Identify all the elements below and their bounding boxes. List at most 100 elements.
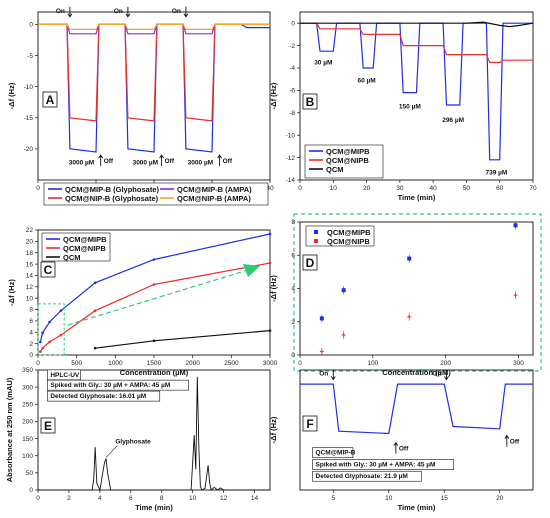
data-point: [59, 309, 63, 312]
data-point: [93, 281, 97, 285]
y-tick-label: 350: [22, 367, 33, 374]
y-axis-label: -Δf (Hz): [7, 279, 16, 306]
x-tick-label: 20: [496, 495, 504, 502]
y-tick-label: 22: [26, 227, 34, 234]
concentration-label: 3000 µM: [133, 159, 158, 166]
x-tick-label: 40: [266, 185, 274, 192]
data-point: [41, 331, 44, 335]
x-tick-label: 2: [67, 495, 71, 502]
data-point: [93, 346, 97, 350]
y-tick-label: -12: [286, 155, 296, 162]
y-tick-label: -10: [24, 84, 34, 91]
legend-entry: QCM: [63, 253, 81, 262]
x-axis-label: Concentration (µM): [120, 368, 189, 377]
info-box: [47, 379, 189, 391]
panel-B: 0 10 20 30 40 50 60 70 0 -2 -4 -6 -8 -10 -12 -14 Time (m…: [269, 11, 537, 202]
legend-entry: QCM@NIPB: [63, 244, 106, 253]
zoom-frame: [293, 213, 542, 372]
y-tick-label: -8: [289, 110, 295, 117]
x-tick-label: 6: [129, 495, 133, 502]
series-line: [38, 376, 270, 492]
down-arrow: [444, 369, 449, 381]
info-text: HPLC-UV: [50, 372, 80, 379]
y-axis-label: -Δf (Hz): [269, 416, 278, 443]
x-tick-label: 0: [298, 185, 302, 192]
data-point: [59, 333, 63, 337]
y-tick-label: 150: [22, 436, 33, 443]
y-tick-label: 8: [291, 219, 295, 226]
y-tick-label: 20: [26, 239, 34, 246]
series-line: [38, 23, 270, 122]
zoom-arrowhead: [243, 264, 260, 277]
panel-label: B: [306, 95, 315, 109]
panel-label-box: [302, 93, 318, 110]
x-axis-label: Time (min): [398, 193, 436, 202]
y-tick-label: -6: [289, 88, 295, 95]
y-tick-label: 6: [291, 252, 295, 259]
y-tick-label: -15: [24, 115, 34, 122]
data-point: [48, 340, 51, 344]
data-point: [152, 258, 156, 261]
y-tick-label: -5: [27, 53, 33, 60]
y-tick-label: 2: [29, 341, 33, 348]
zoom-region: [37, 303, 65, 356]
data-point: [48, 320, 51, 324]
y-tick-label: 10: [26, 295, 34, 302]
y-tick-label: -20: [24, 146, 34, 153]
x-tick-label: 10: [385, 495, 393, 502]
info-box: [47, 390, 161, 402]
concentration-label: 3000 µM: [69, 159, 94, 166]
data-point: [268, 232, 272, 236]
up-arrow: [217, 154, 222, 167]
x-tick-label: 0: [36, 185, 40, 192]
up-arrow: [98, 154, 104, 167]
zoom-arrow: [67, 269, 249, 326]
on-marker: On: [56, 8, 65, 15]
panel-label: A: [46, 93, 55, 107]
y-tick-label: -2: [289, 43, 295, 50]
x-tick-label: 60: [496, 185, 504, 192]
x-axis-label: Time (min): [398, 503, 436, 512]
up-arrow: [393, 441, 399, 454]
info-text: Spiked with Gly.: 30 µM + AMPA: 45 µM: [50, 382, 170, 389]
info-box: [312, 470, 422, 482]
y-tick-label: 100: [22, 453, 33, 460]
on-marker: On: [114, 8, 123, 15]
panel-C: 0 500 1000 1500 2000 2500 3000 0 2 4 6 8 10 12 14 16 18 2…: [7, 227, 278, 377]
y-tick-label: 0: [29, 352, 33, 359]
legend-entry: QCM@MIPB: [327, 228, 371, 237]
x-tick-label: 0: [298, 360, 302, 367]
x-tick-label: 12: [220, 495, 228, 502]
plot-frame: [299, 11, 534, 181]
data-point: [39, 340, 42, 344]
series-line: [300, 22, 533, 161]
concentration-label: 30 µM: [314, 60, 332, 67]
on-marker: On: [172, 8, 181, 15]
down-arrow: [183, 6, 189, 18]
off-marker: Off: [223, 158, 233, 165]
y-tick-label: 0: [291, 352, 295, 359]
y-axis-label: -Δf (Hz): [269, 275, 278, 302]
data-point: [152, 339, 156, 343]
x-tick-label: 15: [441, 495, 449, 502]
series-line: [38, 23, 270, 35]
peak-label: Glyphosate: [115, 439, 151, 446]
y-axis-label: -Δf (Hz): [269, 82, 278, 109]
y-tick-label: 16: [26, 261, 34, 268]
legend-entry: QCM@NIPB: [326, 156, 369, 165]
x-tick-label: 40: [430, 185, 438, 192]
legend-entry: QCM@MIPB: [63, 235, 107, 244]
data-point: [152, 283, 156, 286]
down-arrow: [330, 369, 336, 381]
info-text: Spiked with Gly.: 30 µM + AMPA: 45 µM: [316, 461, 436, 468]
x-tick-label: 30: [396, 185, 404, 192]
on-marker: On: [432, 371, 441, 378]
series-line: [300, 21, 534, 28]
concentration-label: 296 µM: [442, 117, 464, 124]
info-box: [312, 459, 455, 470]
x-tick-label: 3000: [263, 360, 278, 367]
y-tick-label: 12: [26, 284, 34, 291]
y-tick-label: 0: [29, 22, 33, 29]
data-point: [93, 309, 97, 312]
y-tick-label: 0: [29, 487, 33, 494]
